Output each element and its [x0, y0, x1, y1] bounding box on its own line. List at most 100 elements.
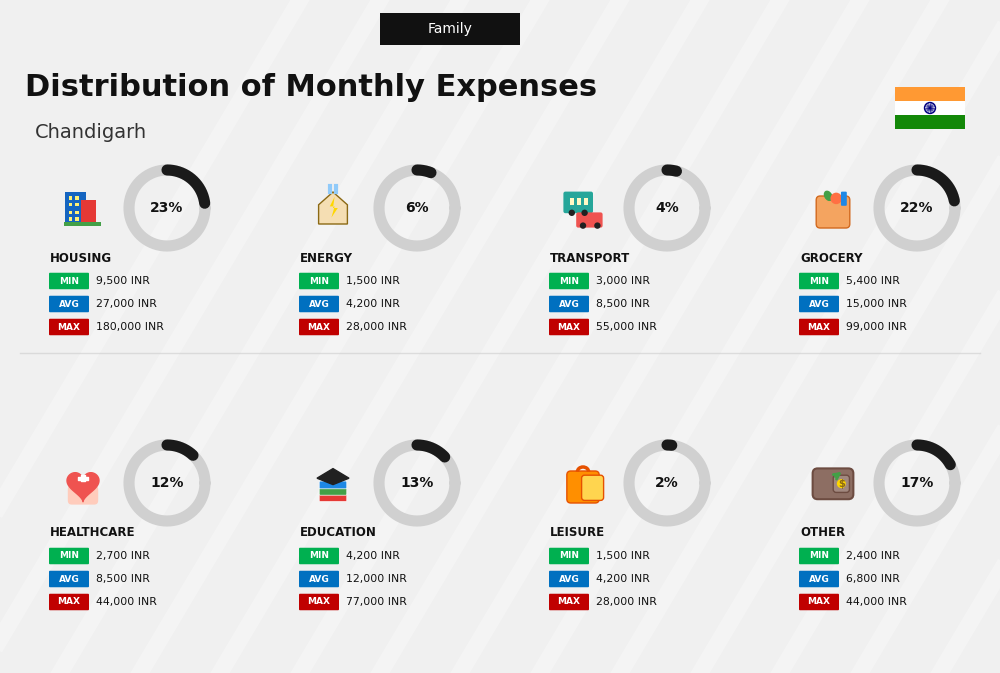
FancyBboxPatch shape: [841, 192, 847, 206]
FancyBboxPatch shape: [75, 217, 79, 221]
Circle shape: [569, 209, 575, 216]
FancyBboxPatch shape: [895, 115, 965, 129]
Text: MIN: MIN: [59, 277, 79, 285]
Circle shape: [594, 222, 601, 229]
FancyBboxPatch shape: [570, 199, 574, 205]
Text: 6,800 INR: 6,800 INR: [846, 574, 900, 584]
FancyBboxPatch shape: [68, 485, 98, 505]
Text: MAX: MAX: [558, 598, 580, 606]
FancyBboxPatch shape: [549, 319, 589, 335]
Text: 12%: 12%: [150, 476, 184, 490]
Circle shape: [837, 479, 846, 488]
FancyBboxPatch shape: [299, 548, 339, 564]
Circle shape: [581, 209, 588, 216]
Text: 4,200 INR: 4,200 INR: [596, 574, 650, 584]
Text: MAX: MAX: [808, 322, 830, 332]
Text: MAX: MAX: [58, 322, 80, 332]
Text: 99,000 INR: 99,000 INR: [846, 322, 907, 332]
FancyBboxPatch shape: [549, 571, 589, 588]
Text: EDUCATION: EDUCATION: [300, 526, 377, 540]
FancyBboxPatch shape: [49, 295, 89, 312]
FancyBboxPatch shape: [582, 475, 604, 501]
Text: MIN: MIN: [309, 277, 329, 285]
Text: MIN: MIN: [809, 551, 829, 561]
FancyBboxPatch shape: [576, 213, 603, 227]
Text: AVG: AVG: [809, 575, 829, 583]
FancyBboxPatch shape: [799, 548, 839, 564]
Text: AVG: AVG: [59, 575, 79, 583]
Text: MAX: MAX: [58, 598, 80, 606]
FancyBboxPatch shape: [65, 192, 86, 224]
FancyBboxPatch shape: [319, 494, 347, 501]
Text: 2,700 INR: 2,700 INR: [96, 551, 150, 561]
FancyBboxPatch shape: [567, 471, 599, 503]
Text: AVG: AVG: [559, 299, 579, 308]
FancyBboxPatch shape: [319, 481, 347, 489]
Polygon shape: [317, 468, 349, 485]
FancyBboxPatch shape: [799, 273, 839, 289]
FancyBboxPatch shape: [69, 203, 72, 207]
Text: 4%: 4%: [655, 201, 679, 215]
Text: HEALTHCARE: HEALTHCARE: [50, 526, 136, 540]
Text: TRANSPORT: TRANSPORT: [550, 252, 630, 264]
FancyBboxPatch shape: [49, 548, 89, 564]
Text: MAX: MAX: [808, 598, 830, 606]
FancyBboxPatch shape: [895, 101, 965, 115]
Text: Chandigarh: Chandigarh: [35, 124, 147, 143]
Text: 6%: 6%: [405, 201, 429, 215]
FancyBboxPatch shape: [49, 273, 89, 289]
FancyBboxPatch shape: [69, 211, 72, 215]
Text: AVG: AVG: [559, 575, 579, 583]
Text: Family: Family: [428, 22, 472, 36]
Text: MAX: MAX: [308, 322, 330, 332]
FancyBboxPatch shape: [49, 571, 89, 588]
FancyBboxPatch shape: [584, 199, 588, 205]
Text: 4,200 INR: 4,200 INR: [346, 299, 400, 309]
FancyBboxPatch shape: [81, 200, 96, 224]
Text: 27,000 INR: 27,000 INR: [96, 299, 157, 309]
Text: OTHER: OTHER: [800, 526, 845, 540]
Text: MIN: MIN: [309, 551, 329, 561]
Circle shape: [580, 222, 586, 229]
FancyBboxPatch shape: [49, 319, 89, 335]
Polygon shape: [330, 197, 338, 217]
FancyBboxPatch shape: [577, 199, 581, 205]
FancyBboxPatch shape: [299, 571, 339, 588]
FancyBboxPatch shape: [380, 13, 520, 45]
Text: AVG: AVG: [309, 575, 329, 583]
FancyBboxPatch shape: [799, 571, 839, 588]
Text: AVG: AVG: [809, 299, 829, 308]
Text: MIN: MIN: [559, 551, 579, 561]
Text: 13%: 13%: [400, 476, 434, 490]
Text: MAX: MAX: [558, 322, 580, 332]
FancyBboxPatch shape: [816, 196, 850, 228]
FancyBboxPatch shape: [319, 487, 347, 495]
Text: 55,000 INR: 55,000 INR: [596, 322, 657, 332]
Text: 180,000 INR: 180,000 INR: [96, 322, 164, 332]
FancyBboxPatch shape: [549, 548, 589, 564]
Text: HOUSING: HOUSING: [50, 252, 112, 264]
Text: AVG: AVG: [59, 299, 79, 308]
Text: 77,000 INR: 77,000 INR: [346, 597, 407, 607]
FancyBboxPatch shape: [895, 87, 965, 101]
Text: Distribution of Monthly Expenses: Distribution of Monthly Expenses: [25, 73, 597, 102]
FancyBboxPatch shape: [69, 196, 72, 200]
FancyBboxPatch shape: [549, 295, 589, 312]
Text: LEISURE: LEISURE: [550, 526, 605, 540]
Text: 28,000 INR: 28,000 INR: [596, 597, 657, 607]
Polygon shape: [319, 192, 347, 224]
Text: 23%: 23%: [150, 201, 184, 215]
Text: 2,400 INR: 2,400 INR: [846, 551, 900, 561]
Text: 17%: 17%: [900, 476, 934, 490]
Text: MIN: MIN: [559, 277, 579, 285]
Text: 4,200 INR: 4,200 INR: [346, 551, 400, 561]
FancyBboxPatch shape: [799, 319, 839, 335]
Text: 44,000 INR: 44,000 INR: [96, 597, 157, 607]
Text: 5,400 INR: 5,400 INR: [846, 276, 900, 286]
Text: 8,500 INR: 8,500 INR: [96, 574, 150, 584]
FancyBboxPatch shape: [549, 273, 589, 289]
FancyBboxPatch shape: [299, 594, 339, 610]
FancyBboxPatch shape: [813, 468, 853, 499]
Circle shape: [830, 192, 842, 204]
Text: MIN: MIN: [809, 277, 829, 285]
